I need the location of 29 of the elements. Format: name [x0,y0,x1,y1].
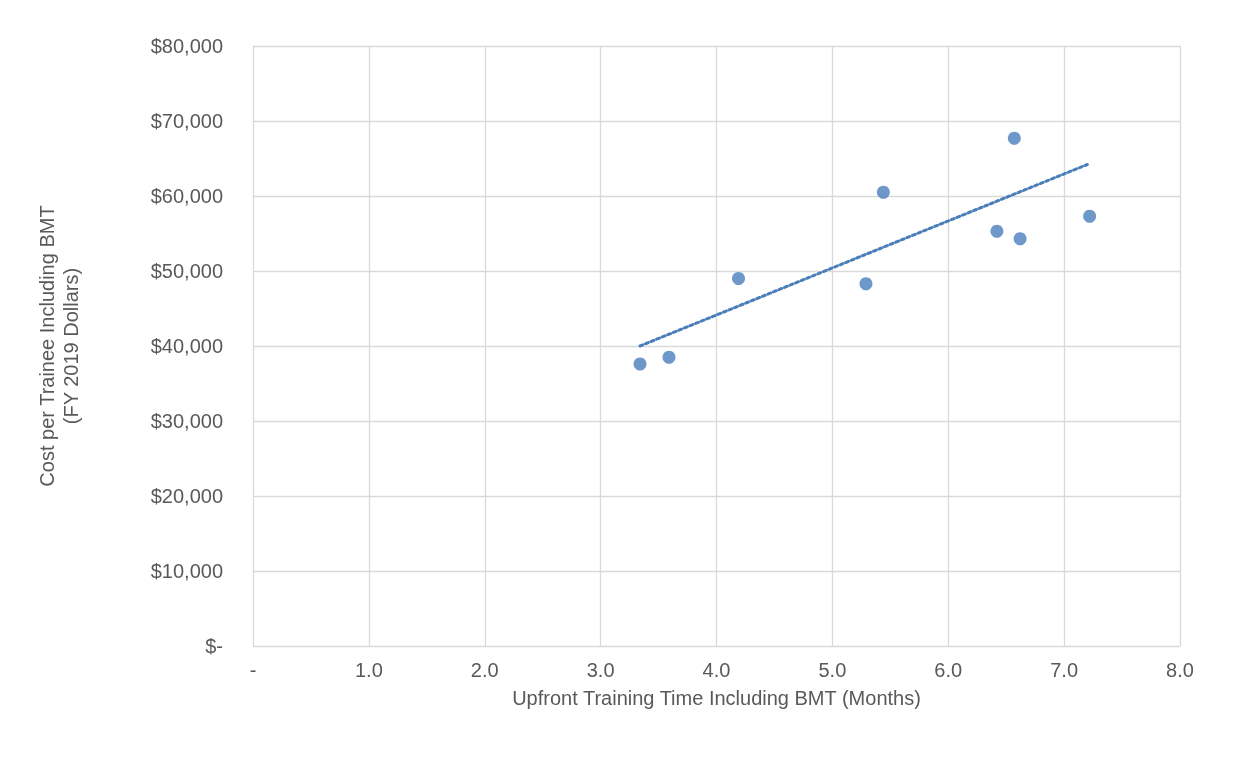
x-tick-label: 1.0 [354,659,383,681]
x-axis-title: Upfront Training Time Including BMT (Months) [512,687,921,709]
point [990,224,1004,238]
y-tick-label: $30,000 [150,410,223,432]
point [732,272,746,285]
point [859,277,873,291]
x-tick-label: - [249,659,257,681]
y-tick-label: $20,000 [150,485,223,507]
x-tick-label: 3.0 [586,659,615,681]
x-tick-label: 2.0 [470,659,499,681]
y-tick-label: $60,000 [150,185,223,207]
x-tick-label: 8.0 [1166,659,1194,681]
point [633,357,647,371]
y-axis-title: Cost per Trainee Including BMT (FY 2019 Dollars) [36,205,82,487]
point [1083,209,1097,223]
y-tick-label: $50,000 [150,260,223,282]
y-tick-label: $70,000 [150,110,223,132]
y-tick-label: $10,000 [150,560,223,582]
point [1013,232,1027,246]
point [876,185,890,199]
y-tick-label: $40,000 [150,335,223,357]
y-tick-label: $- [205,635,223,657]
y-tick-label: $80,000 [150,35,223,57]
x-tick-label: 5.0 [818,659,847,681]
x-tick-label: 4.0 [702,659,731,681]
point [1007,131,1021,145]
point [662,350,676,364]
x-tick-label: 6.0 [934,659,963,681]
x-tick-label: 7.0 [1050,659,1079,681]
